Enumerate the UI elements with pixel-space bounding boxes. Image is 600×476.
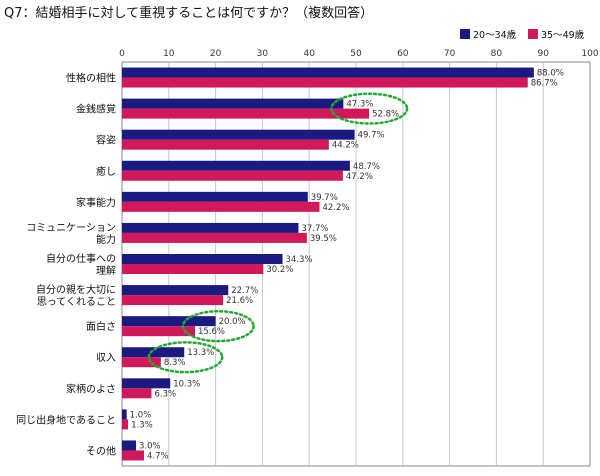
bar-1-1 bbox=[122, 108, 370, 119]
bar-0-0 bbox=[122, 67, 534, 78]
highlight-ellipse-2 bbox=[147, 341, 224, 374]
x-tick-label-7: 70 bbox=[444, 49, 456, 59]
bar-0-7 bbox=[122, 285, 229, 296]
highlight-ellipse-0 bbox=[330, 92, 409, 125]
value-label-0-5: 37.7% bbox=[301, 224, 328, 234]
category-label-6-0: 自分の仕事への bbox=[46, 252, 116, 265]
x-tick-label-3: 30 bbox=[257, 49, 269, 59]
category-label-2: 容姿 bbox=[96, 134, 116, 147]
x-tick-label-0: 0 bbox=[119, 49, 125, 59]
legend-label-0: 20～34歳 bbox=[473, 29, 517, 41]
bar-0-6 bbox=[122, 254, 283, 264]
value-label-0-3: 48.7% bbox=[353, 162, 380, 172]
bar-1-3 bbox=[122, 170, 343, 181]
chart-title: Q7：結婚相手に対して重視することは何ですか？（複数回答） bbox=[4, 5, 373, 21]
x-tick-label-8: 80 bbox=[491, 49, 503, 59]
value-label-0-9: 13.3% bbox=[187, 348, 214, 358]
value-label-1-12: 4.7% bbox=[147, 451, 169, 461]
value-label-0-12: 3.0% bbox=[139, 441, 161, 451]
category-label-8: 面白さ bbox=[86, 320, 116, 333]
value-label-1-2: 44.2% bbox=[332, 141, 359, 151]
value-label-0-0: 88.0% bbox=[537, 69, 564, 79]
bar-1-0 bbox=[122, 77, 528, 88]
bar-1-11 bbox=[122, 419, 129, 430]
legend-swatch-0 bbox=[460, 29, 470, 39]
bar-1-5 bbox=[122, 232, 307, 243]
value-label-0-8: 20.0% bbox=[219, 317, 246, 327]
category-label-5-0: コミュニケーション bbox=[26, 222, 116, 234]
bar-0-5 bbox=[122, 222, 299, 233]
category-label-11: 同じ出身地であること bbox=[16, 413, 116, 426]
category-label-4: 家事能力 bbox=[76, 196, 116, 209]
value-label-1-11: 1.3% bbox=[131, 420, 153, 430]
bar-1-9 bbox=[122, 357, 161, 368]
value-label-1-3: 47.2% bbox=[346, 172, 373, 182]
bar-0-2 bbox=[122, 129, 355, 140]
bar-0-11 bbox=[122, 409, 127, 420]
value-label-0-7: 22.7% bbox=[231, 286, 258, 296]
bar-1-2 bbox=[122, 139, 329, 150]
value-label-1-7: 21.6% bbox=[226, 296, 253, 306]
value-label-0-2: 49.7% bbox=[358, 131, 385, 141]
category-label-0: 性格の相性 bbox=[66, 72, 116, 85]
value-label-1-0: 86.7% bbox=[531, 79, 558, 89]
value-label-1-10: 6.3% bbox=[154, 389, 176, 399]
value-label-1-6: 30.2% bbox=[266, 265, 293, 275]
value-label-0-10: 10.3% bbox=[173, 379, 200, 389]
bar-1-6 bbox=[122, 264, 264, 274]
legend-swatch-1 bbox=[528, 29, 538, 39]
x-tick-label-6: 60 bbox=[397, 49, 409, 59]
bar-1-7 bbox=[122, 295, 224, 306]
value-label-0-11: 1.0% bbox=[130, 410, 152, 420]
value-label-1-5: 39.5% bbox=[310, 234, 337, 244]
bar-0-3 bbox=[122, 160, 350, 171]
bar-1-10 bbox=[122, 388, 152, 399]
value-label-0-1: 47.3% bbox=[346, 100, 373, 110]
category-label-9: 収入 bbox=[96, 352, 116, 364]
value-label-1-4: 42.2% bbox=[322, 203, 349, 213]
x-tick-label-4: 40 bbox=[303, 49, 315, 59]
x-tick-label-2: 20 bbox=[210, 49, 222, 59]
bar-1-8 bbox=[122, 326, 196, 337]
value-label-1-8: 15.6% bbox=[198, 327, 225, 337]
value-label-0-4: 39.7% bbox=[311, 193, 338, 203]
x-tick-label-1: 10 bbox=[163, 49, 175, 59]
bar-0-8 bbox=[122, 316, 216, 327]
x-tick-label-9: 90 bbox=[537, 49, 549, 59]
x-tick-label-5: 50 bbox=[350, 49, 362, 59]
category-label-10: 家柄のよさ bbox=[66, 382, 116, 395]
bar-1-12 bbox=[122, 450, 144, 461]
category-label-3: 癒し bbox=[96, 165, 116, 178]
value-label-0-6: 34.3% bbox=[286, 255, 313, 265]
value-label-1-9: 8.3% bbox=[164, 358, 186, 368]
bar-1-4 bbox=[122, 201, 320, 212]
category-label-1: 金銭感覚 bbox=[76, 103, 116, 116]
x-tick-label-10: 100 bbox=[581, 49, 598, 59]
highlight-ellipse-1 bbox=[181, 309, 255, 343]
bar-0-9 bbox=[122, 347, 185, 358]
legend-label-1: 35～49歳 bbox=[541, 29, 585, 41]
value-label-1-1: 52.8% bbox=[372, 110, 399, 120]
category-label-12: その他 bbox=[86, 444, 116, 457]
bar-0-12 bbox=[122, 440, 137, 451]
category-label-7-0: 自分の親を大切に bbox=[36, 283, 116, 296]
category-label-7-1: 思ってくれること bbox=[37, 296, 116, 308]
bar-0-4 bbox=[122, 191, 308, 202]
category-label-6-1: 理解 bbox=[96, 264, 116, 277]
category-label-5-1: 能力 bbox=[96, 233, 116, 246]
bar-0-10 bbox=[122, 378, 171, 389]
bar-0-1 bbox=[122, 98, 344, 109]
